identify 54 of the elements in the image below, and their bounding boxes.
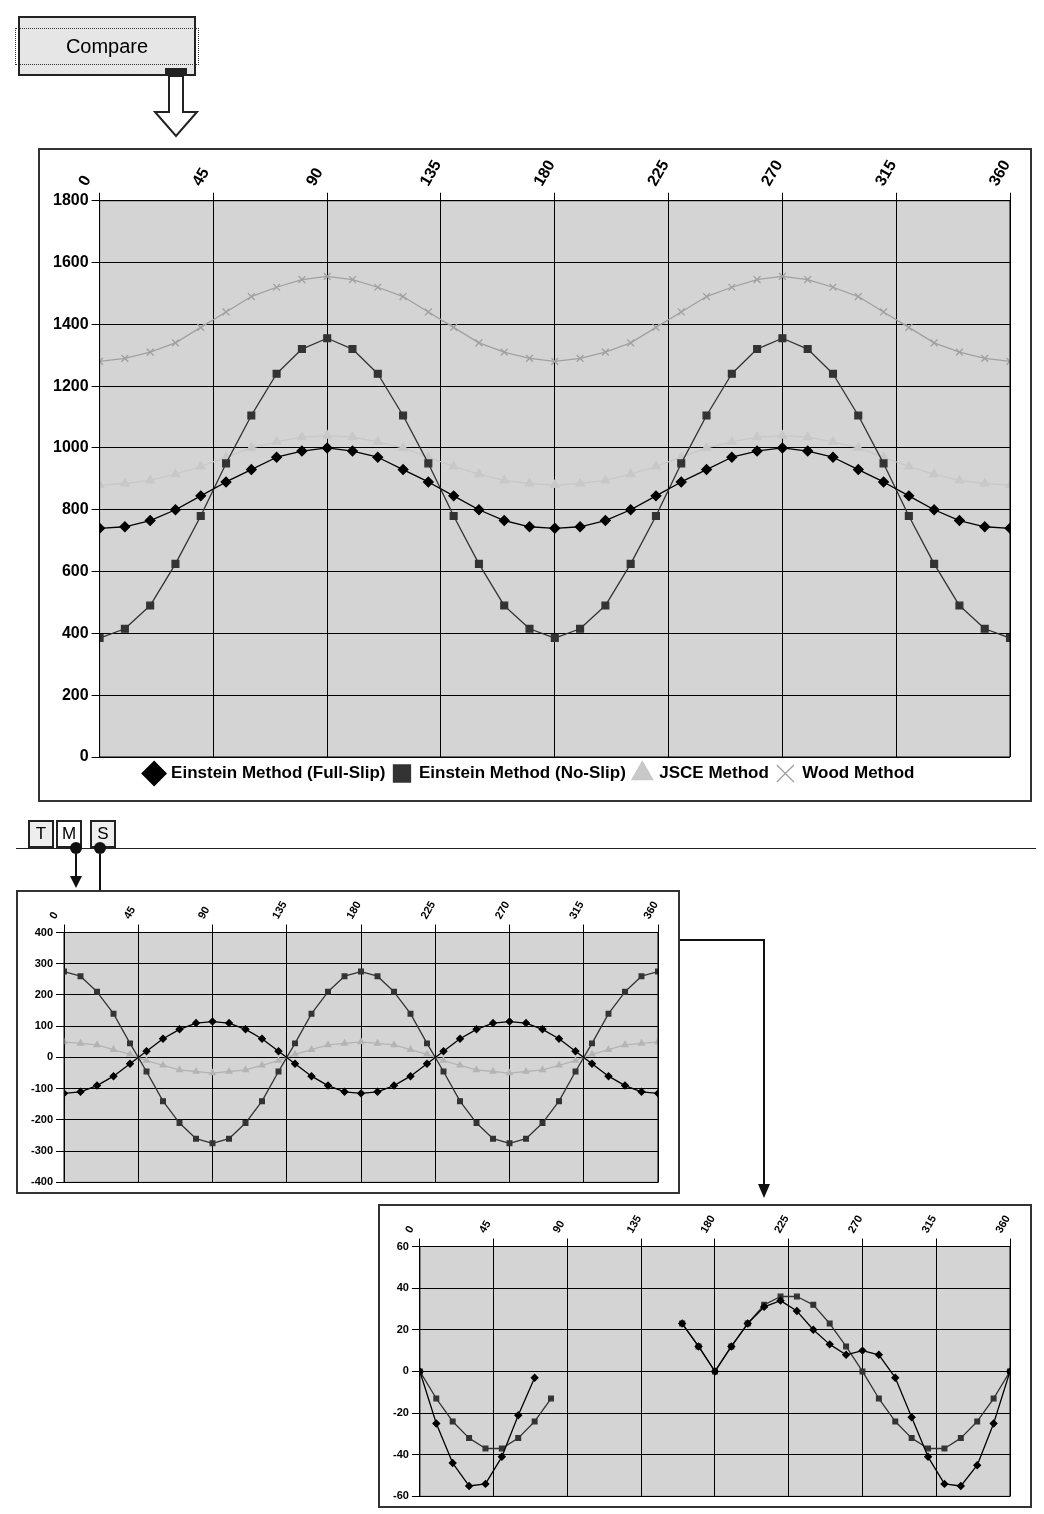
y-tick-label: 60 — [396, 1239, 409, 1252]
y-tick-label: 1800 — [53, 191, 89, 209]
y-tick-label: 0 — [79, 747, 89, 765]
y-tick-label: -300 — [30, 1144, 54, 1157]
y-tick-label: 100 — [34, 1019, 54, 1032]
y-tick-label: -20 — [392, 1406, 409, 1419]
x-tick-label: 90 — [549, 1218, 567, 1235]
x-tick-label: 135 — [269, 898, 289, 921]
y-tick-label: 400 — [61, 623, 89, 641]
x-tick-label: 135 — [623, 1212, 644, 1235]
y-tick-label: 20 — [396, 1322, 409, 1335]
y-tick-label: 0 — [402, 1364, 409, 1377]
y-tick-label: 0 — [46, 1050, 54, 1063]
x-tick-label: 315 — [566, 898, 586, 921]
legend-label: Einstein Method (Full-Slip) — [171, 763, 386, 783]
x-tick-label: 315 — [918, 1212, 939, 1235]
legend-label: Wood Method — [802, 763, 915, 783]
y-tick-label: 300 — [34, 956, 54, 969]
x-tick-label: 180 — [529, 156, 558, 189]
y-tick-label: 200 — [61, 685, 89, 703]
x-tick-label: 180 — [697, 1212, 718, 1235]
x-tick-label: 270 — [757, 156, 786, 189]
y-tick-label: -100 — [30, 1081, 54, 1094]
y-tick-label: 800 — [61, 500, 89, 518]
y-tick-label: -60 — [392, 1489, 409, 1502]
text: Compare — [14, 27, 200, 65]
y-tick-label: -200 — [30, 1112, 54, 1125]
y-tick-label: 1400 — [53, 314, 89, 332]
x-tick-label: 135 — [416, 156, 445, 189]
y-tick-label: 1600 — [53, 252, 89, 270]
y-tick-label: 1200 — [53, 376, 89, 394]
x-tick-label: 90 — [195, 904, 212, 921]
x-tick-label: 180 — [343, 898, 364, 921]
y-tick-label: -400 — [30, 1175, 54, 1188]
x-tick-label: 360 — [992, 1212, 1013, 1235]
x-tick-label: 90 — [302, 164, 326, 189]
y-tick-label: 600 — [61, 561, 89, 579]
x-tick-label: 225 — [771, 1212, 791, 1235]
text: M — [56, 820, 82, 848]
x-tick-label: 45 — [120, 904, 138, 921]
text: S — [90, 820, 116, 848]
y-tick-label: 1000 — [53, 438, 89, 456]
y-tick-label: 40 — [396, 1281, 409, 1294]
x-tick-label: 45 — [188, 164, 213, 189]
legend-label: JSCE Method — [659, 763, 769, 783]
x-tick-label: 360 — [985, 156, 1014, 189]
y-tick-label: -40 — [392, 1447, 409, 1460]
y-tick-label: 400 — [34, 925, 54, 938]
x-tick-label: 315 — [871, 156, 900, 189]
legend-label: Einstein Method (No-Slip) — [418, 763, 626, 783]
x-tick-label: 45 — [476, 1218, 493, 1235]
y-tick-label: 200 — [34, 988, 54, 1000]
x-tick-label: 360 — [640, 898, 661, 921]
text: T — [28, 820, 54, 848]
